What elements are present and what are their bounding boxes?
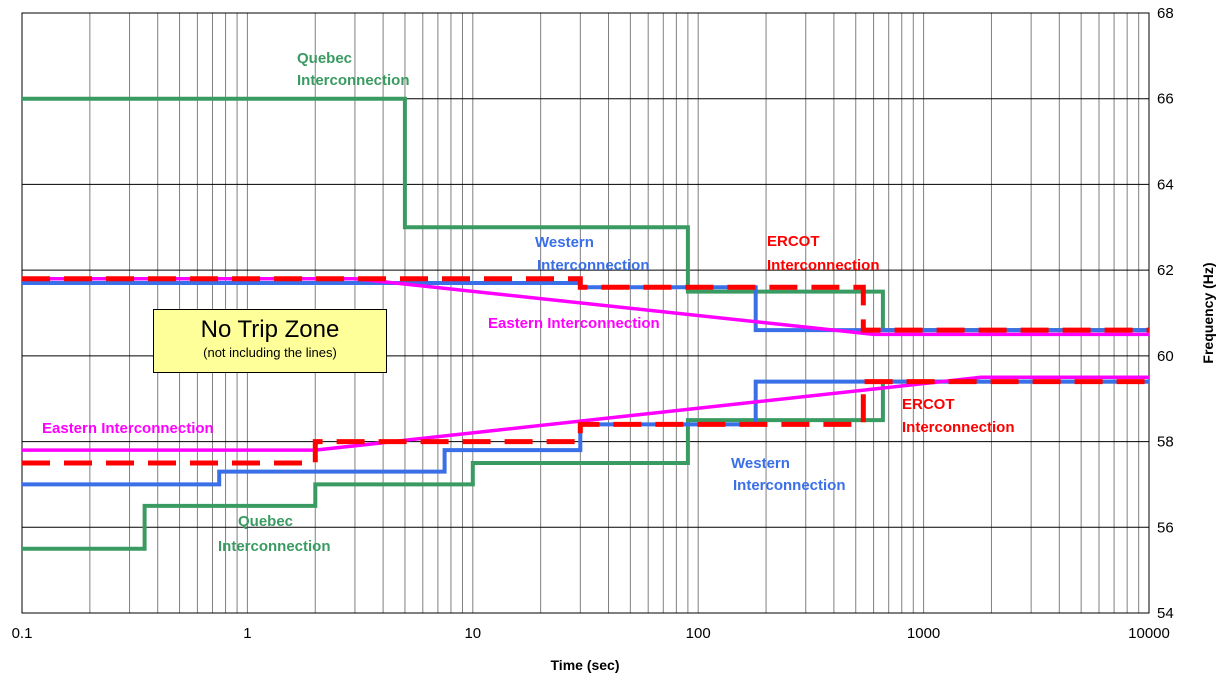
y-tick-label: 66	[1157, 91, 1174, 108]
y-axis-title: Frequency (Hz)	[1200, 262, 1216, 363]
no-trip-zone-subtitle: (not including the lines)	[203, 345, 337, 360]
x-tick-label: 0.1	[12, 625, 33, 642]
series-label-quebec_high: Quebec	[297, 50, 352, 67]
x-tick-labels: 0.1 1 10 100 1000 10000	[12, 625, 1170, 642]
series-line-ercot_low	[22, 379, 1149, 466]
series-label-western_high: Western	[535, 234, 594, 251]
x-tick-label: 1000	[907, 625, 940, 642]
series-labels: Quebec Interconnection Quebec Interconnecti…	[42, 50, 1015, 555]
series-line-eastern_high	[22, 276, 1149, 337]
series-line-ercot_high	[22, 276, 1149, 333]
y-tick-label: 56	[1157, 519, 1174, 536]
series-label-eastern_high: Eastern Interconnection	[488, 315, 660, 332]
y-tick-label: 64	[1157, 176, 1174, 193]
y-tick-labels: 54 56 58 60 62 64 66 68	[1157, 5, 1174, 622]
series-label-eastern_low: Eastern Interconnection	[42, 420, 214, 437]
x-tick-label: 1	[243, 625, 251, 642]
series-label-western_low: Western	[731, 455, 790, 472]
series-label-ercot_high: ERCOT	[767, 233, 820, 250]
series-label-western_low: Interconnection	[733, 477, 846, 494]
gridlines	[22, 12, 1149, 614]
series-label-western_high: Interconnection	[537, 257, 650, 274]
series-label-ercot_low: ERCOT	[902, 396, 955, 413]
series-line-eastern_low	[22, 375, 1149, 452]
series-label-quebec_low: Quebec	[238, 513, 293, 530]
plot-area-frame	[21, 12, 1150, 614]
no-trip-zone-title: No Trip Zone	[200, 316, 340, 343]
y-tick-label: 60	[1157, 348, 1174, 365]
y-tick-label: 54	[1157, 605, 1174, 622]
series-label-ercot_low: Interconnection	[902, 419, 1015, 436]
series-line-quebec_high	[22, 96, 1149, 333]
y-tick-label: 68	[1157, 5, 1174, 22]
x-tick-label: 100	[686, 625, 711, 642]
series-lines	[22, 96, 1149, 551]
x-tick-label: 10000	[1128, 625, 1170, 642]
series-label-quebec_low: Interconnection	[218, 538, 331, 555]
x-axis-title: Time (sec)	[551, 657, 620, 673]
y-tick-label: 62	[1157, 262, 1174, 279]
y-tick-label: 58	[1157, 434, 1174, 451]
x-tick-label: 10	[464, 625, 481, 642]
series-line-quebec_low	[22, 379, 1149, 551]
series-label-ercot_high: Interconnection	[767, 257, 880, 274]
no-trip-zone-box: No Trip Zone (not including the lines)	[153, 309, 387, 373]
series-label-quebec_high: Interconnection	[297, 72, 410, 89]
